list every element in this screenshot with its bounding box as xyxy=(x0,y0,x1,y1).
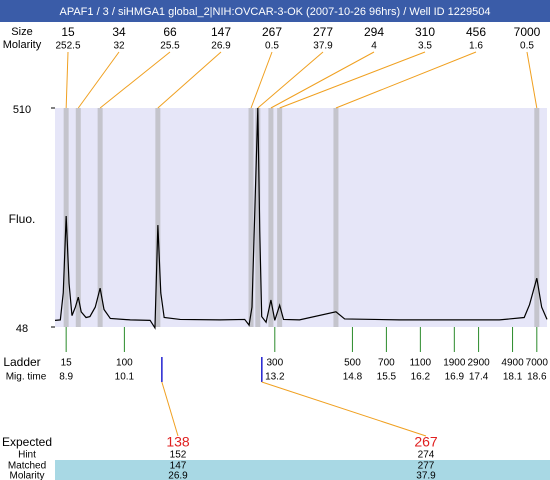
peak-connector xyxy=(279,51,426,109)
ladder-size: 1100 xyxy=(410,358,432,369)
matched-molarity: 37.9 xyxy=(416,471,436,480)
peak-size: 277 xyxy=(313,25,333,39)
matched-size: 277 xyxy=(418,461,435,472)
peak-connector xyxy=(526,51,538,109)
y-tick-label: 510 xyxy=(13,104,31,116)
peak-band xyxy=(155,108,161,327)
peak-size: 147 xyxy=(211,25,231,39)
ladder-time: 16.2 xyxy=(411,372,431,383)
mig-time-label: Mig. time xyxy=(6,372,47,383)
peak-band xyxy=(333,108,339,327)
ladder-size: 15 xyxy=(61,358,73,369)
ladder-time: 15.5 xyxy=(377,372,397,383)
peak-connector xyxy=(257,51,324,109)
peak-connector xyxy=(65,51,69,109)
ladder-size: 2900 xyxy=(467,358,490,369)
y-axis-label: Fluo. xyxy=(9,212,36,226)
peak-connector xyxy=(335,51,477,109)
peak-band xyxy=(534,108,540,327)
peak-band xyxy=(97,108,103,327)
peak-band xyxy=(277,108,283,327)
title: APAF1 / 3 / siHMGA1 global_2|NIH:OVCAR-3… xyxy=(59,6,490,18)
match-connector xyxy=(261,381,427,437)
ladder-size: 1900 xyxy=(443,358,466,369)
hint-size: 274 xyxy=(418,450,435,461)
peak-connector xyxy=(99,51,171,109)
expected-size: 267 xyxy=(414,434,438,450)
matched-molarity: 26.9 xyxy=(168,471,188,480)
matched-band xyxy=(55,460,550,480)
ladder-time: 10.1 xyxy=(115,372,135,383)
ladder-time: 16.9 xyxy=(445,372,465,383)
peak-connector xyxy=(270,51,375,109)
peak-size: 15 xyxy=(61,25,75,39)
ladder-time: 18.1 xyxy=(503,372,523,383)
ladder-time: 13.2 xyxy=(265,372,285,383)
y-tick-label: 48 xyxy=(16,323,28,335)
peak-size: 34 xyxy=(112,25,126,39)
peak-molarity: 3.5 xyxy=(418,41,432,52)
peak-molarity: 252.5 xyxy=(55,41,80,52)
expected-size: 138 xyxy=(166,434,190,450)
ladder-size: 700 xyxy=(378,358,395,369)
peak-molarity: 1.6 xyxy=(469,41,483,52)
ladder-time: 17.4 xyxy=(469,372,489,383)
expected-label: Expected xyxy=(2,435,52,449)
ladder-size: 100 xyxy=(116,358,133,369)
peak-band xyxy=(75,108,81,327)
title-bar xyxy=(0,0,550,22)
hint-size: 152 xyxy=(170,450,187,461)
peak-molarity: 26.9 xyxy=(211,41,231,52)
trace xyxy=(54,107,548,330)
peak-size: 66 xyxy=(163,25,177,39)
ladder-time: 8.9 xyxy=(59,372,73,383)
peak-connector xyxy=(250,51,273,109)
matched-size: 147 xyxy=(170,461,187,472)
match-connector xyxy=(161,381,179,437)
hint-label: Hint xyxy=(18,450,36,461)
peak-size: 310 xyxy=(415,25,435,39)
ladder-size: 500 xyxy=(344,358,361,369)
peak-molarity: 32 xyxy=(113,41,125,52)
peak-size: 267 xyxy=(262,25,282,39)
molarity-label: Molarity xyxy=(3,39,42,51)
peak-band xyxy=(268,108,274,327)
peak-size: 294 xyxy=(364,25,384,39)
peak-molarity: 25.5 xyxy=(160,41,180,52)
peak-band xyxy=(248,108,254,327)
peak-molarity: 0.5 xyxy=(265,41,279,52)
size-label: Size xyxy=(11,26,32,38)
peak-size: 456 xyxy=(466,25,486,39)
peak-size: 7000 xyxy=(514,25,541,39)
peak-connector xyxy=(157,51,222,109)
match-molarity-label: Molarity xyxy=(9,471,44,480)
peak-molarity: 0.5 xyxy=(520,41,534,52)
ladder-time: 14.8 xyxy=(343,372,363,383)
ladder-size: 4900 xyxy=(501,358,524,369)
ladder-label: Ladder xyxy=(3,355,40,369)
ladder-time: 18.6 xyxy=(527,372,547,383)
peak-molarity: 37.9 xyxy=(313,41,333,52)
peak-band xyxy=(255,108,261,327)
matched-label: Matched xyxy=(8,461,46,472)
ladder-size: 7000 xyxy=(526,358,549,369)
peak-connector xyxy=(77,51,120,109)
peak-molarity: 4 xyxy=(371,41,377,52)
ladder-size: 300 xyxy=(266,358,283,369)
plot-area xyxy=(55,108,547,327)
